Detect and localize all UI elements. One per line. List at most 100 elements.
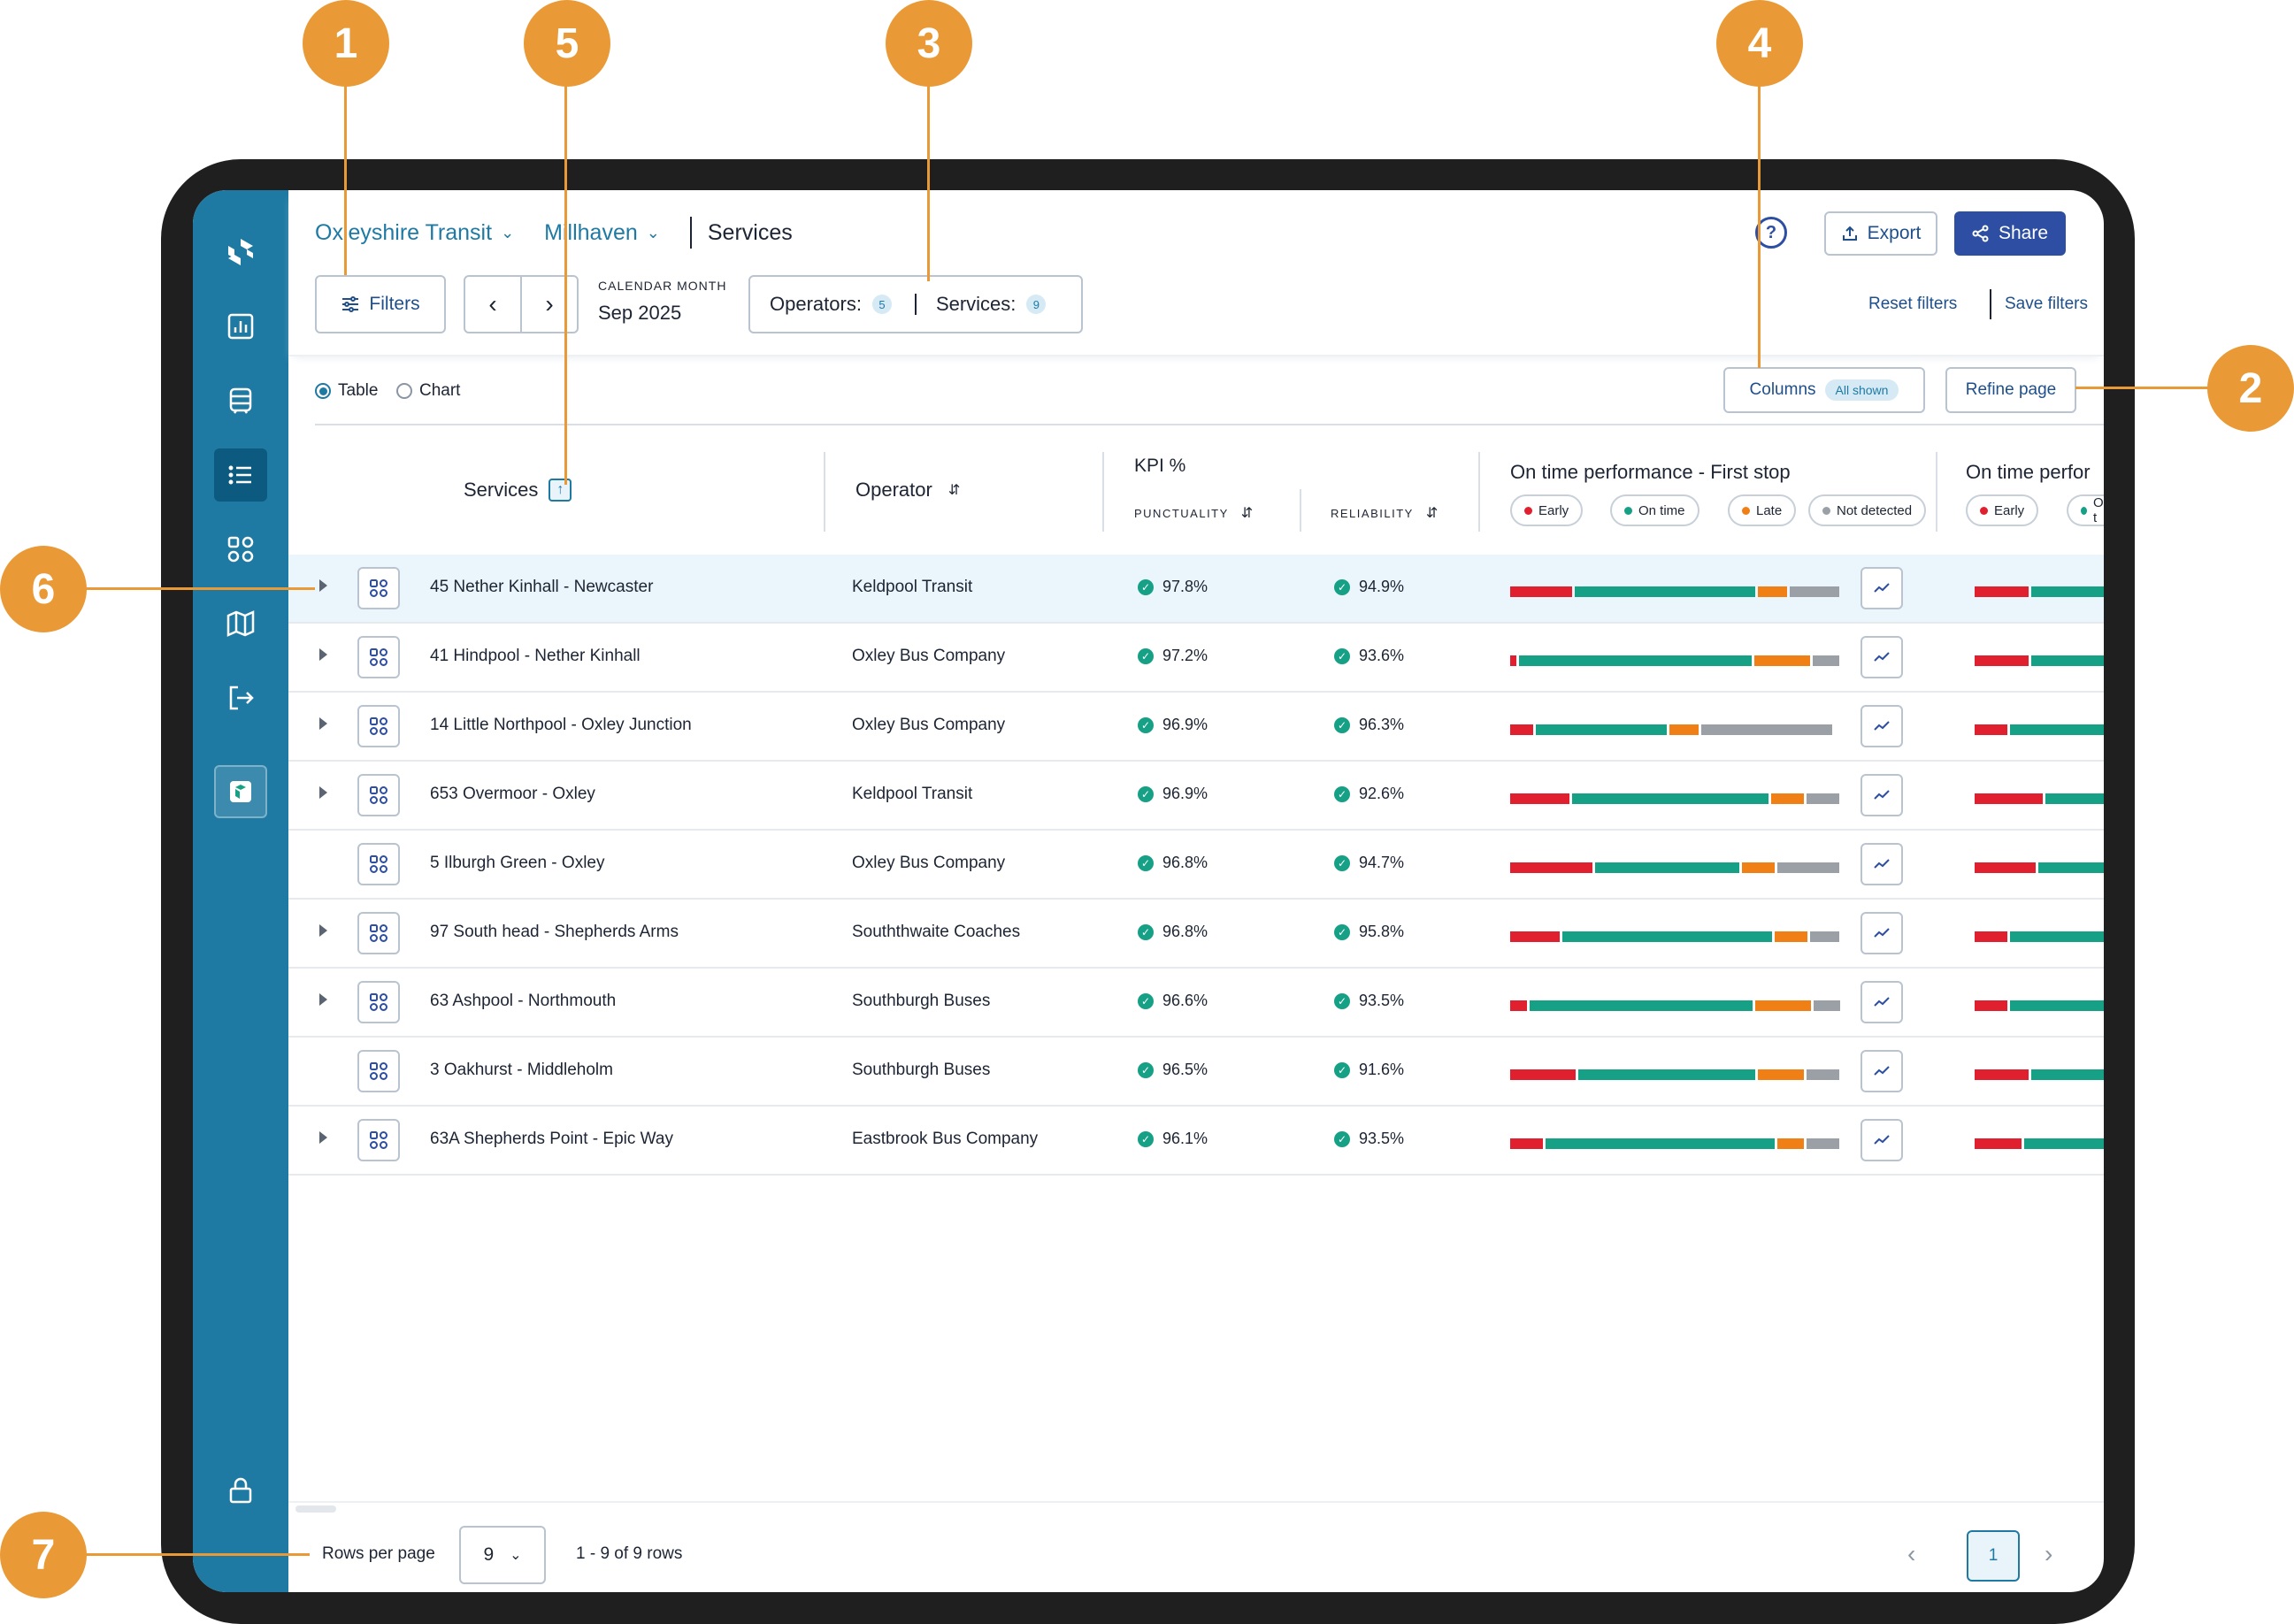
expand-row-icon[interactable] — [319, 993, 327, 1006]
dashboard-icon[interactable] — [214, 300, 267, 353]
sort-icon[interactable]: ⇵ — [1425, 506, 1439, 521]
services-label: Services: — [935, 293, 1017, 315]
service-name-cell[interactable]: 14 Little Northpool - Oxley Junction — [430, 716, 692, 734]
table-row[interactable]: 3 Oakhurst - Middleholm Southburgh Buses ✓… — [288, 1038, 2104, 1107]
service-details-button[interactable] — [357, 636, 400, 678]
expand-row-icon[interactable] — [319, 786, 327, 799]
legend-label: Early — [1538, 502, 1569, 518]
sort-icon[interactable]: ⇵ — [948, 483, 961, 498]
service-details-button[interactable] — [357, 843, 400, 885]
otp-segment-early — [1975, 586, 2029, 597]
refine-page-button[interactable]: Refine page — [1945, 367, 2076, 413]
services-column-header[interactable]: Services ↑ — [464, 479, 572, 502]
previous-month-button[interactable]: ‹ — [464, 275, 522, 333]
expand-row-icon[interactable] — [319, 717, 327, 730]
help-icon[interactable]: ? — [1755, 217, 1787, 249]
logout-icon[interactable] — [214, 671, 267, 724]
table-row[interactable]: 97 South head - Shepherds Arms Souththwai… — [288, 900, 2104, 969]
service-name-cell[interactable]: 45 Nether Kinhall - Newcaster — [430, 578, 654, 596]
reset-filters-link[interactable]: Reset filters — [1868, 295, 1958, 313]
trend-chart-button[interactable] — [1861, 912, 1903, 954]
punctuality-column-header[interactable]: PUNCTUALITY ⇵ — [1134, 504, 1254, 522]
service-name-cell[interactable]: 97 South head - Shepherds Arms — [430, 923, 679, 941]
page-1-button[interactable]: 1 — [1967, 1530, 2020, 1582]
app-switcher-icon[interactable] — [214, 765, 267, 818]
trend-chart-button[interactable] — [1861, 1050, 1903, 1092]
trend-chart-button[interactable] — [1861, 981, 1903, 1023]
expand-row-icon[interactable] — [319, 924, 327, 937]
punctuality-cell: ✓ 96.9% — [1138, 785, 1208, 803]
map-icon[interactable] — [214, 597, 267, 650]
next-month-button[interactable]: › — [520, 275, 579, 333]
service-name-cell[interactable]: 41 Hindpool - Nether Kinhall — [430, 647, 641, 665]
sort-icon[interactable]: ⇵ — [1240, 506, 1254, 521]
refine-page-label: Refine page — [1965, 380, 2057, 399]
rows-per-page-select[interactable]: 9 ⌄ — [459, 1526, 546, 1584]
table-row[interactable]: 63 Ashpool - Northmouth Southburgh Buses ✓… — [288, 969, 2104, 1038]
trend-chart-button[interactable] — [1861, 636, 1903, 678]
operator-column-header[interactable]: Operator ⇵ — [855, 479, 960, 502]
services-list-icon[interactable] — [214, 448, 267, 502]
filters-button[interactable]: Filters — [315, 275, 446, 333]
column-divider — [1478, 452, 1480, 532]
horizontal-scrollbar[interactable] — [295, 1505, 336, 1513]
trend-chart-button[interactable] — [1861, 1119, 1903, 1161]
service-name-cell[interactable]: 653 Overmoor - Oxley — [430, 785, 595, 803]
punctuality-cell: ✓ 96.9% — [1138, 716, 1208, 734]
breadcrumb-area[interactable]: Millhaven ⌄ — [544, 220, 660, 246]
service-name-cell[interactable]: 63A Shepherds Point - Epic Way — [430, 1130, 673, 1148]
service-details-button[interactable] — [357, 567, 400, 609]
trend-chart-button[interactable] — [1861, 774, 1903, 816]
otp-second-bar — [1975, 586, 2104, 597]
service-details-button[interactable] — [357, 981, 400, 1023]
trend-chart-button[interactable] — [1861, 705, 1903, 747]
check-circle-icon: ✓ — [1138, 1061, 1154, 1078]
table-row[interactable]: 14 Little Northpool - Oxley Junction Oxle… — [288, 693, 2104, 762]
otp-second-bar — [1975, 655, 2104, 666]
reliability-cell: ✓ 93.5% — [1334, 992, 1404, 1010]
table-row[interactable]: 45 Nether Kinhall - Newcaster Keldpool Tr… — [288, 555, 2104, 624]
reliability-cell: ✓ 96.3% — [1334, 716, 1404, 734]
trend-chart-button[interactable] — [1861, 567, 1903, 609]
columns-button[interactable]: Columns All shown — [1723, 367, 1925, 413]
otp-segment-early — [1975, 793, 2043, 804]
save-filters-link[interactable]: Save filters — [2005, 295, 2088, 313]
trend-chart-button[interactable] — [1861, 843, 1903, 885]
expand-row-icon[interactable] — [319, 1131, 327, 1144]
lock-icon[interactable] — [214, 1464, 267, 1517]
punctuality-cell: ✓ 96.1% — [1138, 1130, 1208, 1148]
otp-segment-on-time — [1530, 1000, 1753, 1011]
previous-page-icon[interactable]: ‹ — [1907, 1540, 1916, 1567]
next-page-icon[interactable]: › — [2045, 1540, 2053, 1567]
service-name-cell[interactable]: 5 Ilburgh Green - Oxley — [430, 854, 605, 872]
service-details-button[interactable] — [357, 1050, 400, 1092]
reliability-cell: ✓ 93.5% — [1334, 1130, 1404, 1148]
service-details-button[interactable] — [357, 1119, 400, 1161]
logo-icon[interactable] — [214, 226, 267, 279]
table-row[interactable]: 653 Overmoor - Oxley Keldpool Transit ✓ 96.… — [288, 762, 2104, 831]
reliability-column-header[interactable]: RELIABILITY ⇵ — [1331, 504, 1439, 522]
check-circle-icon: ✓ — [1334, 647, 1350, 664]
service-name-cell[interactable]: 63 Ashpool - Northmouth — [430, 992, 617, 1010]
expand-row-icon[interactable] — [319, 579, 327, 592]
expand-row-icon[interactable] — [319, 648, 327, 661]
table-row[interactable]: 5 Ilburgh Green - Oxley Oxley Bus Company… — [288, 831, 2104, 900]
table-row[interactable]: 63A Shepherds Point - Epic Way Eastbrook … — [288, 1107, 2104, 1176]
service-name-cell[interactable]: 3 Oakhurst - Middleholm — [430, 1061, 613, 1079]
trend-line-icon — [1874, 583, 1890, 593]
callout-4: 4 — [1716, 0, 1803, 87]
sort-ascending-icon[interactable]: ↑ — [549, 479, 572, 502]
apps-grid-icon[interactable] — [214, 523, 267, 576]
table-row[interactable]: 41 Hindpool - Nether Kinhall Oxley Bus Co… — [288, 624, 2104, 693]
share-button[interactable]: Share — [1954, 211, 2066, 256]
bus-icon[interactable] — [214, 374, 267, 427]
share-label: Share — [1998, 223, 2049, 243]
view-chart-radio[interactable]: Chart — [396, 381, 460, 401]
punctuality-value: 97.8% — [1162, 578, 1208, 595]
export-button[interactable]: Export — [1824, 211, 1937, 256]
service-details-button[interactable] — [357, 912, 400, 954]
service-details-button[interactable] — [357, 774, 400, 816]
selection-summary[interactable]: Operators: 5 Services: 9 — [748, 275, 1083, 333]
view-table-radio[interactable]: Table — [315, 381, 378, 401]
service-details-button[interactable] — [357, 705, 400, 747]
